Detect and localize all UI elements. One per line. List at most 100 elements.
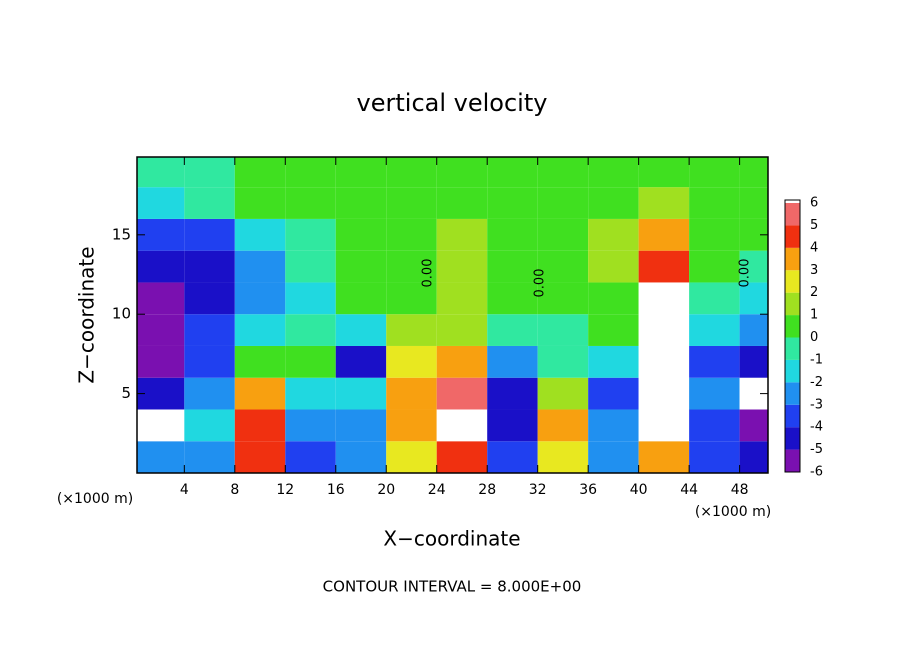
colorbar-swatch xyxy=(785,292,800,316)
field-cell xyxy=(335,250,387,283)
x-tick-label: 40 xyxy=(630,482,648,498)
colorbar-label: 0 xyxy=(810,330,818,345)
field-cell xyxy=(537,409,589,442)
field-cell xyxy=(137,157,185,188)
field-cell xyxy=(588,157,639,188)
field-cell xyxy=(588,314,639,346)
x-tick-label: 20 xyxy=(377,482,395,498)
colorbar-swatch xyxy=(785,315,800,338)
colorbar-swatch xyxy=(785,270,800,293)
x-tick-label: 48 xyxy=(731,482,749,498)
field-cell xyxy=(487,409,538,442)
field-cell xyxy=(487,282,538,315)
colorbar-swatch xyxy=(785,225,800,248)
field-cell xyxy=(588,377,639,410)
field-cell xyxy=(386,282,437,315)
field-cell xyxy=(285,409,336,442)
field-cell xyxy=(537,441,589,473)
field-cell xyxy=(386,187,437,219)
field-cell xyxy=(234,218,286,251)
contour-label: 0.00 xyxy=(421,259,436,288)
field-cell xyxy=(436,187,488,219)
field-cell xyxy=(487,345,538,378)
x-unit: (×1000 m) xyxy=(695,504,771,520)
field-cell xyxy=(137,250,185,283)
field-cell xyxy=(335,409,387,442)
colorbar-label: 5 xyxy=(810,218,818,233)
field-cell xyxy=(689,218,740,251)
field-cell xyxy=(184,157,235,188)
field-cell xyxy=(689,250,740,283)
x-axis-label: X−coordinate xyxy=(383,527,520,551)
field-cell xyxy=(588,409,639,442)
field-cell xyxy=(386,157,437,188)
field-cell xyxy=(588,282,639,315)
field-cell xyxy=(588,187,639,219)
field-cell xyxy=(689,441,740,473)
field-cell xyxy=(537,314,589,346)
field-cell xyxy=(285,218,336,251)
field-cell xyxy=(739,345,768,378)
x-tick-label: 16 xyxy=(327,482,345,498)
field-cell xyxy=(234,409,286,442)
field-cell xyxy=(487,314,538,346)
x-tick-label: 8 xyxy=(230,482,239,498)
x-tick-label: 32 xyxy=(529,482,547,498)
field-cell xyxy=(335,187,387,219)
y-tick-label: 5 xyxy=(121,384,131,402)
field-cell xyxy=(234,157,286,188)
field-cell xyxy=(436,377,488,410)
x-tick-label: 36 xyxy=(579,482,597,498)
field-cell xyxy=(184,218,235,251)
field-cell xyxy=(386,314,437,346)
field-cell xyxy=(436,157,488,188)
field-cell xyxy=(537,377,589,410)
field-cell xyxy=(184,250,235,283)
contour-label: 0.00 xyxy=(533,269,548,298)
field-cell xyxy=(638,409,690,442)
field-cell xyxy=(689,314,740,346)
field-cell xyxy=(234,441,286,473)
colorbar-label: -6 xyxy=(810,465,823,480)
field-cell xyxy=(335,441,387,473)
field-cell xyxy=(285,187,336,219)
colorbar-swatch xyxy=(785,427,800,450)
field-cell xyxy=(739,441,768,473)
field-cell xyxy=(487,218,538,251)
field-cell xyxy=(638,314,690,346)
y-tick-label: 15 xyxy=(112,225,131,243)
field-cell xyxy=(285,345,336,378)
field-cell xyxy=(487,187,538,219)
field-cell xyxy=(184,345,235,378)
field-cell xyxy=(335,345,387,378)
field-cell xyxy=(638,441,690,473)
field-cell xyxy=(234,345,286,378)
field-cell xyxy=(234,377,286,410)
field-cell xyxy=(638,218,690,251)
colorbar-swatch xyxy=(785,449,800,472)
field-cell xyxy=(689,377,740,410)
x-tick-label: 24 xyxy=(428,482,446,498)
field-cell xyxy=(638,157,690,188)
field-cell xyxy=(137,314,185,346)
colorbar-label: 4 xyxy=(810,240,818,255)
field-cell xyxy=(137,345,185,378)
field-cell xyxy=(739,409,768,442)
colorbar-label: 3 xyxy=(810,263,818,278)
y-axis-label: Z−coordinate xyxy=(75,246,99,383)
field-cell xyxy=(234,250,286,283)
field-cell xyxy=(436,282,488,315)
field-cell xyxy=(184,409,235,442)
field-cell xyxy=(588,441,639,473)
x-tick-label: 12 xyxy=(276,482,294,498)
colorbar-label: -4 xyxy=(810,420,823,435)
field-cell xyxy=(537,157,589,188)
field-cell xyxy=(285,314,336,346)
field-cell xyxy=(335,157,387,188)
field-cell xyxy=(335,314,387,346)
colorbar-swatch xyxy=(785,359,800,383)
field-cell xyxy=(739,314,768,346)
plot-frame xyxy=(136,156,769,474)
field-cell xyxy=(436,218,488,251)
field-cell xyxy=(386,345,437,378)
